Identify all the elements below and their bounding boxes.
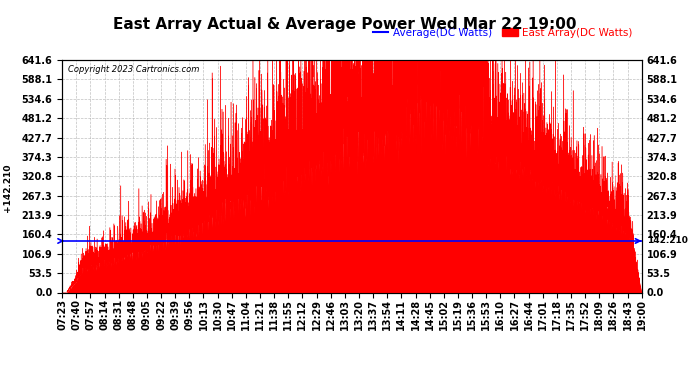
Legend: Average(DC Watts), East Array(DC Watts): Average(DC Watts), East Array(DC Watts) (368, 23, 636, 42)
Text: 142.210: 142.210 (647, 237, 689, 246)
Text: Copyright 2023 Cartronics.com: Copyright 2023 Cartronics.com (68, 64, 199, 74)
Text: +142.210: +142.210 (3, 163, 12, 212)
Text: East Array Actual & Average Power Wed Mar 22 19:00: East Array Actual & Average Power Wed Ma… (113, 17, 577, 32)
